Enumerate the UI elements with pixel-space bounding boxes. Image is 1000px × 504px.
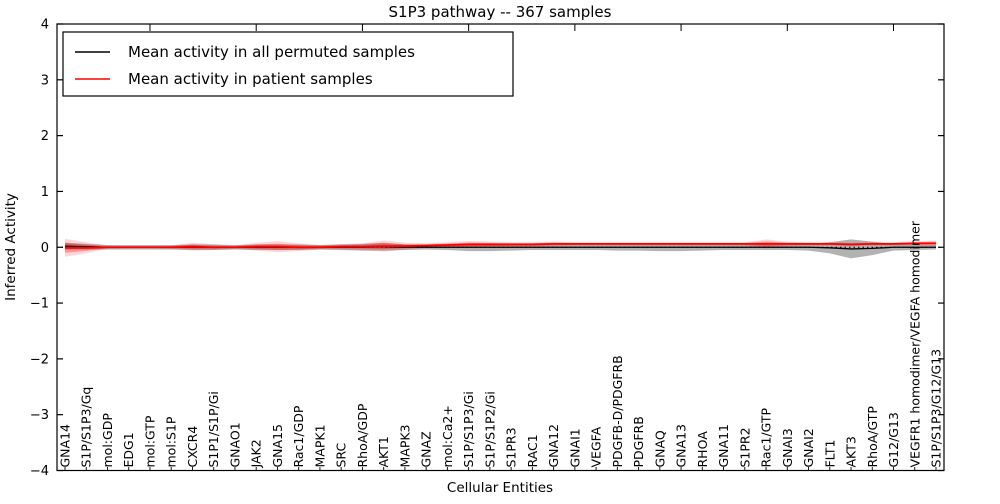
x-category-label: PDGFRB	[631, 416, 646, 467]
x-category-label: SRC	[334, 443, 349, 468]
x-category-label: VEGFR1 homodimer/VEGFA homodimer	[907, 220, 922, 467]
chart-title: S1P3 pathway -- 367 samples	[389, 3, 612, 21]
x-category-label: AKT3	[844, 436, 859, 467]
x-axis-label: Cellular Entities	[447, 480, 553, 496]
x-category-label: RhoA/GDP	[355, 403, 370, 467]
x-category-label: S1P/S1P3/Gi	[461, 391, 476, 467]
x-category-label: GNAI2	[801, 428, 816, 467]
x-category-label: Rac1/GDP	[291, 405, 306, 467]
y-tick-label: −2	[30, 352, 49, 367]
x-category-label: GNA13	[674, 424, 689, 468]
x-category-label: mol:S1P	[164, 416, 179, 467]
x-category-label: GNAI1	[567, 428, 582, 467]
legend: Mean activity in all permuted samples Me…	[62, 31, 514, 97]
x-category-label: MAPK3	[397, 424, 412, 467]
y-tick-label: 2	[41, 129, 49, 144]
y-tick-label: 0	[41, 241, 49, 256]
legend-box	[62, 31, 514, 97]
x-category-label: S1P/S1P3/Gq	[79, 387, 94, 468]
x-category-label: mol:GTP	[142, 415, 157, 467]
x-category-label: GNA14	[58, 424, 73, 468]
x-category-label: RhoA/GTP	[865, 406, 880, 468]
mean-line-patient	[65, 242, 936, 249]
y-axis-label: Inferred Activity	[3, 193, 19, 301]
y-tick-label: −1	[30, 297, 49, 312]
x-category-label: GNAO1	[227, 422, 242, 467]
x-category-label: S1PR3	[504, 427, 519, 467]
y-tick-label: 3	[41, 73, 49, 88]
x-category-label: S1P1/S1P/Gi	[206, 391, 221, 467]
x-category-label: mol:GDP	[100, 413, 115, 468]
x-category-label: CXCR4	[185, 426, 200, 468]
y-tick-label: −4	[30, 464, 49, 479]
x-category-label: S1P/S1P2/Gi	[482, 391, 497, 467]
x-category-label: MAPK1	[312, 424, 327, 467]
legend-label-permuted-samples: Mean activity in all permuted samples	[128, 43, 415, 61]
x-category-label: G12/G13	[886, 412, 901, 467]
x-category-label: RHOA	[695, 431, 710, 468]
x-category-label: GNA15	[270, 424, 285, 468]
x-category-label: RAC1	[525, 434, 540, 467]
x-category-label: FLT1	[822, 439, 837, 467]
x-category-label: JAK2	[249, 439, 264, 468]
y-tick-label: 4	[41, 18, 49, 33]
x-category-label: Rac1/GTP	[759, 408, 774, 468]
x-category-label: PDGFB-D/PDGFRB	[610, 355, 625, 467]
x-category-label: VEGFA	[589, 426, 604, 467]
confidence-band-permuted	[65, 239, 936, 259]
x-category-label: AKT1	[376, 436, 391, 467]
x-category-label: GNAZ	[419, 431, 434, 467]
y-tick-label: 1	[41, 185, 49, 200]
x-category-label: S1P/S1P3/G12/G13	[929, 349, 944, 468]
x-category-label: EDG1	[121, 432, 136, 467]
x-category-label: GNAI3	[780, 428, 795, 467]
x-category-label: GNA11	[716, 424, 731, 468]
plot-area: 4 3 2 1 0 −1 −2 −3 −4 GNA14 S1P/S1P3/Gq mol:GDP EDG1…	[30, 18, 945, 479]
x-category-label: GNAQ	[652, 430, 667, 467]
x-category-label: GNA12	[546, 424, 561, 468]
y-tick-label: −3	[30, 408, 49, 423]
x-category-label: S1PR2	[737, 427, 752, 467]
x-category-label: mol:Ca2+	[440, 405, 455, 467]
legend-label-patient-samples: Mean activity in patient samples	[128, 70, 373, 88]
